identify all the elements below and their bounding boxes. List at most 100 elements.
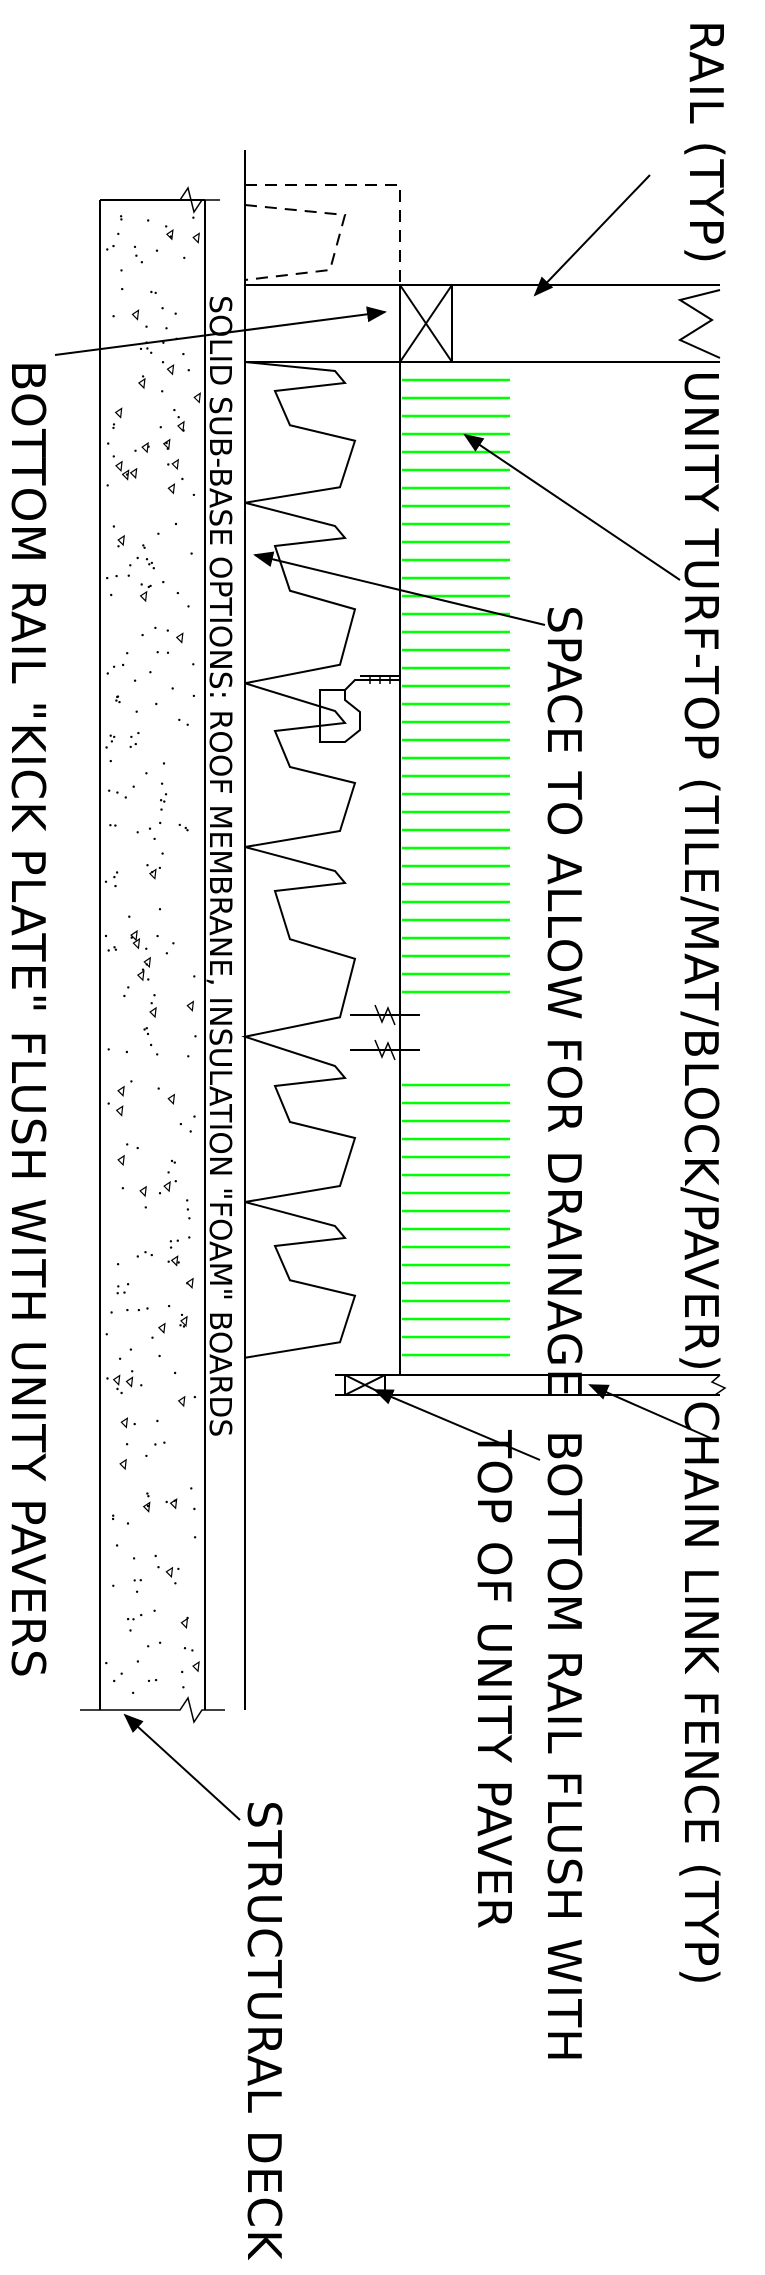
aggregate-dot: [134, 742, 137, 746]
aggregate-dot: [169, 1240, 173, 1243]
aggregate-dot: [114, 824, 117, 827]
chain-link-fence-label: CHAIN LINK FENCE (TYP): [674, 1400, 728, 1987]
aggregate-dot: [113, 1679, 116, 1683]
aggregate-dot: [125, 1443, 129, 1446]
structural-deck-label: STRUCTURAL DECK: [237, 1800, 291, 2261]
aggregate-dot: [150, 290, 153, 294]
aggregate-dot: [186, 829, 189, 832]
aggregate-dot: [192, 216, 195, 219]
aggregate-dot: [183, 256, 186, 260]
aggregate-dot: [188, 1236, 191, 1239]
aggregate-dot: [129, 1629, 132, 1632]
aggregate-dot: [161, 390, 164, 393]
aggregate-dot: [137, 1308, 141, 1312]
aggregate-dot: [162, 580, 165, 584]
aggregate-dot: [187, 605, 190, 608]
aggregate-dot: [133, 679, 137, 682]
aggregate-dot: [190, 552, 193, 555]
aggregate-dot: [151, 1336, 154, 1339]
aggregate-dot: [177, 416, 180, 419]
aggregate-triangle: [117, 1154, 125, 1167]
aggregate-dot: [177, 1261, 180, 1264]
aggregate-dot: [145, 1454, 148, 1458]
aggregate-dot: [146, 1032, 150, 1036]
aggregate-dot: [106, 1377, 109, 1380]
aggregate-dot: [111, 1517, 115, 1521]
aggregate-dot: [106, 484, 109, 487]
aggregate-dot: [174, 522, 178, 526]
aggregate-dot: [123, 1291, 126, 1294]
aggregate-dot: [131, 1370, 134, 1373]
aggregate-dot: [117, 545, 120, 548]
aggregate-dot: [146, 1492, 149, 1495]
aggregate-dot: [155, 249, 159, 252]
aggregate-dot: [158, 1641, 162, 1645]
aggregate-dot: [153, 1609, 156, 1613]
aggregate-dot: [158, 866, 162, 870]
aggregate-dot: [116, 695, 120, 698]
paver-pedestals: [241, 184, 401, 1375]
aggregate-dot: [136, 556, 139, 560]
aggregate-dot: [157, 1087, 160, 1090]
aggregate-dot: [135, 254, 138, 257]
aggregate-dot: [127, 986, 130, 989]
aggregate-dot: [145, 558, 149, 561]
aggregate-dot: [112, 1514, 115, 1517]
aggregate-dot: [167, 1304, 171, 1308]
aggregate-dot: [153, 994, 156, 997]
drainage-channel: [319, 675, 400, 743]
aggregate-triangle: [177, 1395, 186, 1408]
aggregate-dot: [146, 1504, 150, 1508]
aggregate-dot: [143, 1028, 146, 1031]
aggregate-triangle: [180, 1617, 189, 1629]
aggregate-dot: [176, 591, 180, 595]
aggregate-dot: [161, 852, 164, 855]
kick-plate-label: BOTTOM RAIL "KICK PLATE" FLUSH WITH UNIT…: [1, 360, 55, 1679]
aggregate-triangle: [163, 1180, 171, 1193]
aggregate-dot: [129, 745, 132, 749]
aggregate-dot: [148, 827, 152, 830]
aggregate-dot: [116, 1292, 119, 1295]
aggregate-dot: [145, 1027, 148, 1030]
aggregate-dot: [148, 563, 151, 566]
aggregate-dot: [107, 1048, 110, 1051]
aggregate-dot: [147, 585, 150, 589]
aggregate-dot: [130, 735, 133, 739]
aggregate-triangle: [186, 1277, 194, 1289]
aggregate-dot: [150, 351, 153, 354]
aggregate-dot: [191, 1649, 194, 1652]
aggregate-dot: [134, 449, 137, 452]
aggregate-dot: [133, 1422, 136, 1426]
aggregate-triangle: [115, 1105, 124, 1117]
aggregate-dot: [139, 1579, 142, 1582]
aggregate-dot: [189, 1130, 192, 1133]
aggregate-dot: [193, 975, 196, 978]
aggregate-dot: [112, 1584, 115, 1588]
aggregate-dot: [117, 232, 120, 236]
aggregate-triangle: [186, 1000, 195, 1012]
aggregate-dot: [154, 1554, 157, 1558]
aggregate-dot: [158, 1192, 162, 1195]
aggregate-dot: [119, 215, 123, 218]
aggregate-dot: [166, 629, 169, 632]
aggregate-dot: [142, 544, 145, 547]
aggregate-dot: [139, 347, 143, 351]
aggregate-triangle: [149, 1006, 157, 1019]
aggregate-dot: [126, 1617, 130, 1621]
aggregate-dot: [120, 218, 123, 221]
bottom-rail-flush-label-line-1: BOTTOM RAIL FLUSH WITH: [537, 1430, 591, 2064]
aggregate-dot: [184, 826, 187, 830]
aggregate-dot: [171, 687, 174, 690]
aggregate-dot: [120, 1391, 123, 1395]
aggregate-dot: [154, 291, 157, 295]
aggregate-dot: [110, 1311, 113, 1314]
aggregate-dot: [193, 1115, 196, 1118]
aggregate-dot: [188, 1217, 191, 1220]
aggregate-dot: [113, 735, 116, 739]
aggregate-triangle: [169, 1498, 178, 1510]
aggregate-dot: [176, 1239, 179, 1242]
aggregate-dot: [179, 1122, 183, 1126]
aggregate-dot: [160, 782, 164, 785]
aggregate-dot: [158, 908, 162, 911]
